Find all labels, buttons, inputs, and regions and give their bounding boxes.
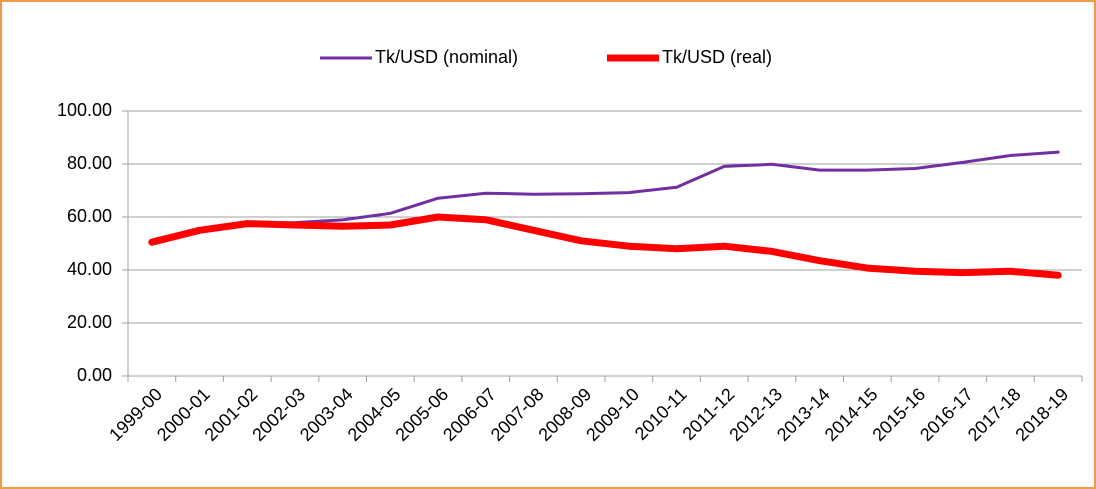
y-tick-label: 100.00	[57, 100, 112, 120]
legend-label: Tk/USD (real)	[662, 47, 772, 67]
y-tick-label: 0.00	[77, 365, 112, 385]
legend-label: Tk/USD (nominal)	[375, 47, 518, 67]
y-tick-label: 80.00	[67, 153, 112, 173]
y-tick-label: 20.00	[67, 312, 112, 332]
y-tick-label: 40.00	[67, 259, 112, 279]
y-tick-label: 60.00	[67, 206, 112, 226]
series-line	[148, 213, 1062, 279]
